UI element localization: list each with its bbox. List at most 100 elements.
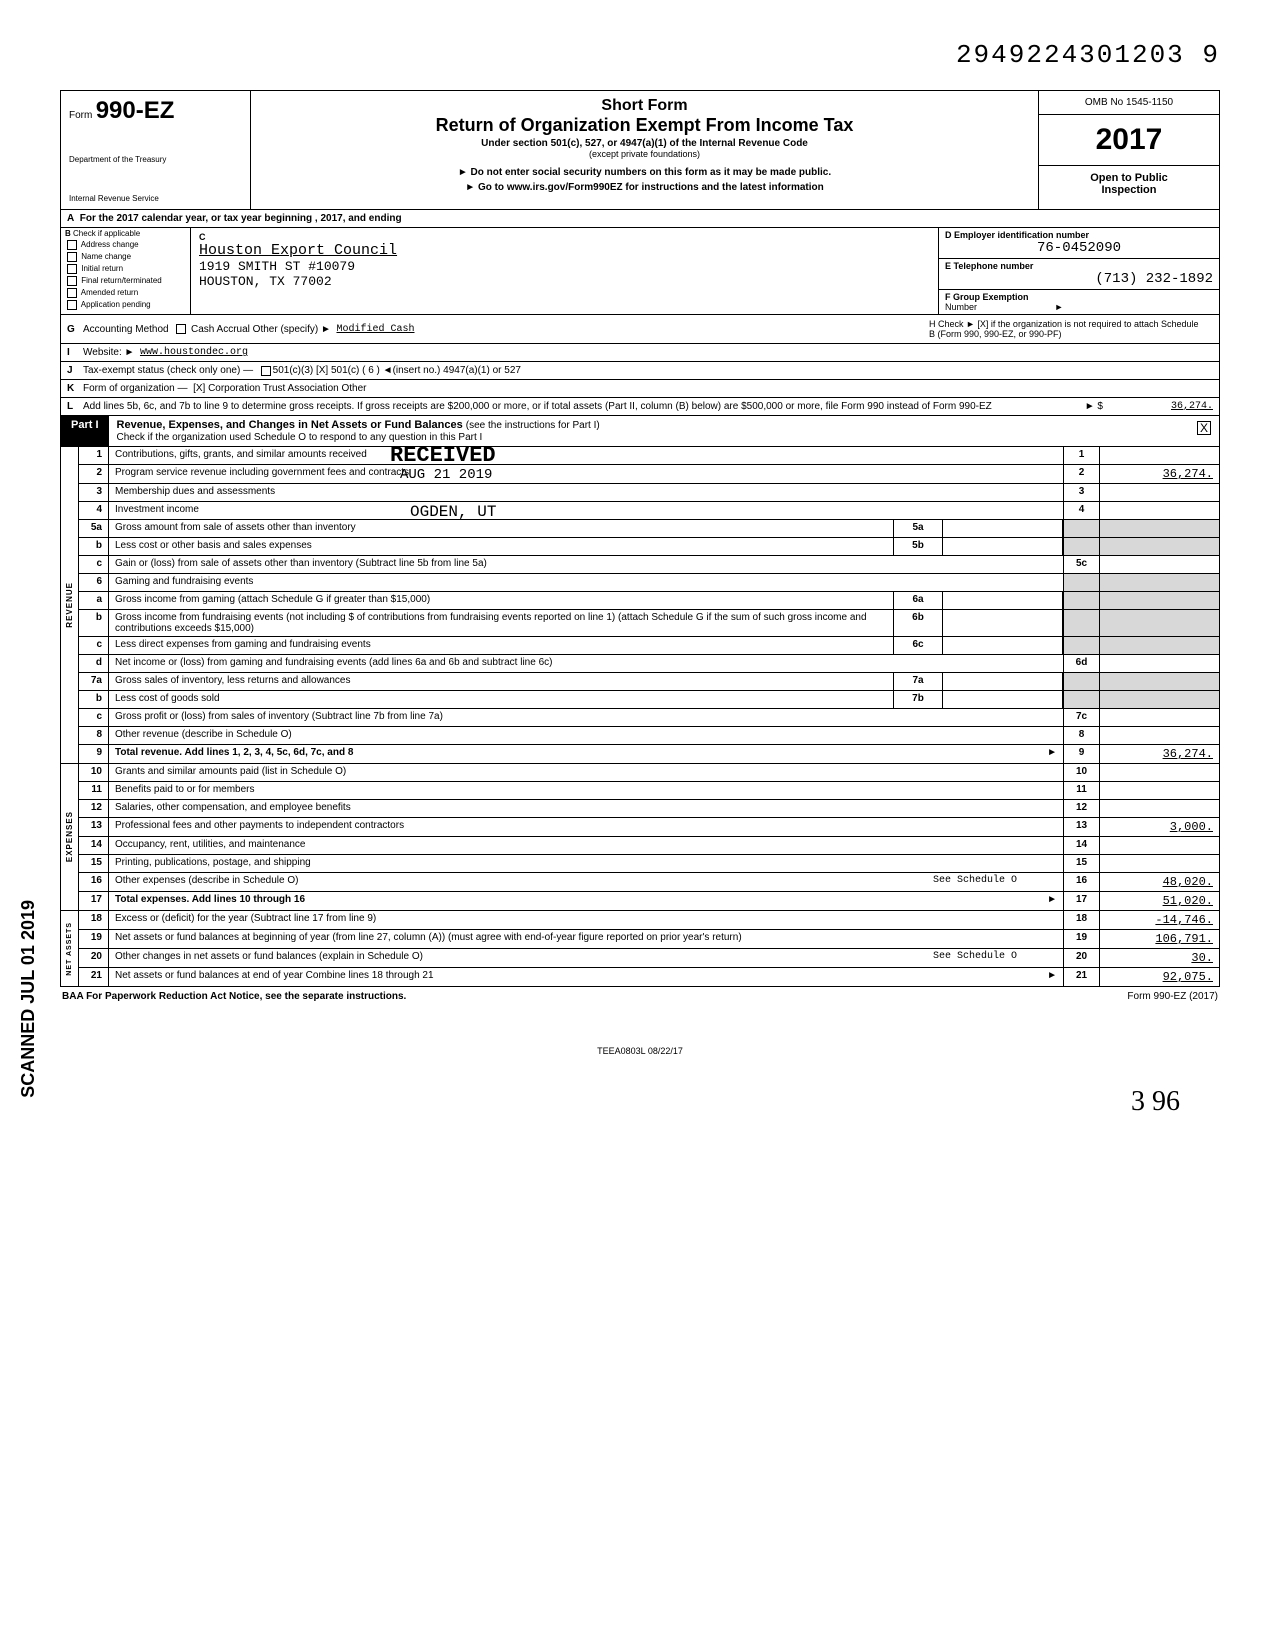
line-a-text: For the 2017 calendar year, or tax year … xyxy=(80,213,402,224)
chk-pending[interactable] xyxy=(67,300,77,310)
block-b-through-f: B Check if applicable Address change Nam… xyxy=(60,228,1220,315)
table-row: 1Contributions, gifts, grants, and simil… xyxy=(79,447,1219,465)
row-number: c xyxy=(79,637,109,654)
right-num: 17 xyxy=(1063,892,1099,910)
chk-name-change[interactable] xyxy=(67,252,77,262)
header-right: OMB No 1545-1150 2017 Open to Public Ins… xyxy=(1039,91,1219,209)
row-desc: Gross income from fundraising events (no… xyxy=(109,610,893,636)
website-value: www.houstondec.org xyxy=(140,347,248,358)
amount xyxy=(1099,484,1219,501)
right-num: 21 xyxy=(1063,968,1099,986)
open-2: Inspection xyxy=(1101,184,1156,196)
address-2: HOUSTON, TX 77002 xyxy=(199,274,930,289)
l-letter: L xyxy=(67,401,83,412)
k-text: Form of organization — xyxy=(83,383,188,394)
chk-amended[interactable] xyxy=(67,288,77,298)
row-number: 20 xyxy=(79,949,109,967)
column-c: C Houston Export Council 1919 SMITH ST #… xyxy=(191,228,939,314)
table-row: 15Printing, publications, postage, and s… xyxy=(79,855,1219,873)
right-num: 7c xyxy=(1063,709,1099,726)
table-row: bLess cost or other basis and sales expe… xyxy=(79,538,1219,556)
row-number: 7a xyxy=(79,673,109,690)
right-num xyxy=(1063,592,1099,609)
form-number: 990-EZ xyxy=(96,97,175,124)
j-text: Tax-exempt status (check only one) — xyxy=(83,365,253,376)
mid-val xyxy=(943,691,1063,708)
k-opts: [X] Corporation Trust Association Other xyxy=(193,383,366,394)
right-num: 1 xyxy=(1063,447,1099,464)
table-row: 17Total expenses. Add lines 10 through 1… xyxy=(79,892,1219,910)
line-i: I Website: ► www.houstondec.org xyxy=(60,344,1220,362)
dept-irs: Internal Revenue Service xyxy=(69,194,242,203)
right-num: 3 xyxy=(1063,484,1099,501)
mid-col: 5a xyxy=(893,520,943,537)
amount xyxy=(1099,556,1219,573)
handwritten-marks: 3 96 xyxy=(60,1086,1220,1118)
omb-number: OMB No 1545-1150 xyxy=(1039,91,1219,115)
right-num: 20 xyxy=(1063,949,1099,967)
right-num: 11 xyxy=(1063,782,1099,799)
amount: 106,791. xyxy=(1099,930,1219,948)
table-row: bGross income from fundraising events (n… xyxy=(79,610,1219,637)
chk-addr-change[interactable] xyxy=(67,240,77,250)
table-row: 12Salaries, other compensation, and empl… xyxy=(79,800,1219,818)
j-opts: 501(c)(3) [X] 501(c) ( 6 ) ◄(insert no.)… xyxy=(273,365,521,376)
table-row: 16Other expenses (describe in Schedule O… xyxy=(79,873,1219,892)
tax-year: 2017 xyxy=(1039,115,1219,166)
row-desc: Other expenses (describe in Schedule O)S… xyxy=(109,873,1063,891)
row-number: 15 xyxy=(79,855,109,872)
mid-col: 6b xyxy=(893,610,943,636)
row-desc: Excess or (deficit) for the year (Subtra… xyxy=(109,911,1063,929)
part-1-title: Revenue, Expenses, and Changes in Net As… xyxy=(109,416,1189,446)
table-row: 9Total revenue. Add lines 1, 2, 3, 4, 5c… xyxy=(79,745,1219,763)
row-number: 19 xyxy=(79,930,109,948)
amount xyxy=(1099,837,1219,854)
right-num: 12 xyxy=(1063,800,1099,817)
row-number: 17 xyxy=(79,892,109,910)
part-1-checkbox[interactable]: X xyxy=(1197,421,1211,435)
right-num: 14 xyxy=(1063,837,1099,854)
table-row: 21Net assets or fund balances at end of … xyxy=(79,968,1219,986)
row-number: 16 xyxy=(79,873,109,891)
footer-left: BAA For Paperwork Reduction Act Notice, … xyxy=(62,991,406,1002)
amount xyxy=(1099,610,1219,636)
amount: 3,000. xyxy=(1099,818,1219,836)
amount xyxy=(1099,727,1219,744)
scanned-stamp: SCANNED JUL 01 2019 xyxy=(18,900,39,1098)
row-number: 9 xyxy=(79,745,109,763)
lbl-pending: Application pending xyxy=(81,300,151,309)
row-desc: Gross sales of inventory, less returns a… xyxy=(109,673,893,690)
row-number: b xyxy=(79,538,109,555)
amount xyxy=(1099,800,1219,817)
row-desc: Occupancy, rent, utilities, and maintena… xyxy=(109,837,1063,854)
table-row: 8Other revenue (describe in Schedule O)8 xyxy=(79,727,1219,745)
chk-final[interactable] xyxy=(67,276,77,286)
mid-col: 5b xyxy=(893,538,943,555)
row-desc: Gross income from gaming (attach Schedul… xyxy=(109,592,893,609)
g-opts: Cash Accrual Other (specify) ► xyxy=(191,324,331,335)
right-num: 18 xyxy=(1063,911,1099,929)
phone-value: (713) 232-1892 xyxy=(945,271,1213,287)
row-number: 1 xyxy=(79,447,109,464)
chk-501c3[interactable] xyxy=(261,366,271,376)
ogden-stamp: OGDEN, UT xyxy=(410,503,496,521)
column-b: B Check if applicable Address change Nam… xyxy=(61,228,191,314)
right-num: 10 xyxy=(1063,764,1099,781)
table-row: 7aGross sales of inventory, less returns… xyxy=(79,673,1219,691)
lbl-final: Final return/terminated xyxy=(81,276,161,285)
col-b-header: Check if applicable xyxy=(73,229,140,238)
lbl-addr-change: Address change xyxy=(81,240,139,249)
row-number: 18 xyxy=(79,911,109,929)
chk-cash[interactable] xyxy=(176,324,186,334)
chk-initial[interactable] xyxy=(67,264,77,274)
right-num: 6d xyxy=(1063,655,1099,672)
table-row: 19Net assets or fund balances at beginni… xyxy=(79,930,1219,949)
table-row: 20Other changes in net assets or fund ba… xyxy=(79,949,1219,968)
line-l: L Add lines 5b, 6c, and 7b to line 9 to … xyxy=(60,398,1220,416)
address-1: 1919 SMITH ST #10079 xyxy=(199,259,930,274)
row-number: 14 xyxy=(79,837,109,854)
amount xyxy=(1099,782,1219,799)
row-desc: Less cost of goods sold xyxy=(109,691,893,708)
amount xyxy=(1099,592,1219,609)
row-desc: Other changes in net assets or fund bala… xyxy=(109,949,1063,967)
